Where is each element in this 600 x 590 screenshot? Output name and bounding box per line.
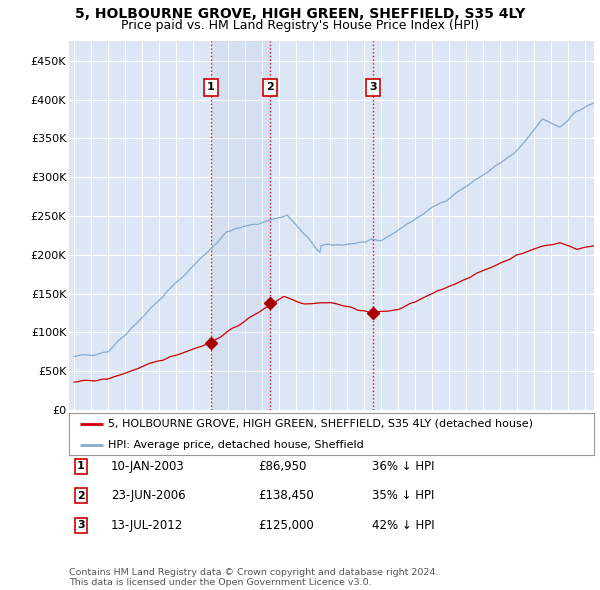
Text: HPI: Average price, detached house, Sheffield: HPI: Average price, detached house, Shef…	[109, 440, 364, 450]
Text: 42% ↓ HPI: 42% ↓ HPI	[372, 519, 434, 532]
Text: 5, HOLBOURNE GROVE, HIGH GREEN, SHEFFIELD, S35 4LY: 5, HOLBOURNE GROVE, HIGH GREEN, SHEFFIEL…	[75, 7, 525, 21]
Text: 10-JAN-2003: 10-JAN-2003	[111, 460, 185, 473]
Text: 23-JUN-2006: 23-JUN-2006	[111, 489, 185, 502]
Text: 3: 3	[77, 520, 85, 530]
Text: 1: 1	[77, 461, 85, 471]
Text: 2: 2	[266, 83, 274, 93]
Bar	[211, 41, 269, 410]
Text: 1: 1	[207, 83, 215, 93]
Text: 13-JUL-2012: 13-JUL-2012	[111, 519, 183, 532]
Text: 2: 2	[77, 491, 85, 500]
Text: 5, HOLBOURNE GROVE, HIGH GREEN, SHEFFIELD, S35 4LY (detached house): 5, HOLBOURNE GROVE, HIGH GREEN, SHEFFIEL…	[109, 419, 533, 428]
Text: Contains HM Land Registry data © Crown copyright and database right 2024.
This d: Contains HM Land Registry data © Crown c…	[69, 568, 439, 587]
Text: 3: 3	[369, 83, 377, 93]
Text: £86,950: £86,950	[258, 460, 307, 473]
Text: 36% ↓ HPI: 36% ↓ HPI	[372, 460, 434, 473]
Text: £138,450: £138,450	[258, 489, 314, 502]
Text: Price paid vs. HM Land Registry's House Price Index (HPI): Price paid vs. HM Land Registry's House …	[121, 19, 479, 32]
Text: 35% ↓ HPI: 35% ↓ HPI	[372, 489, 434, 502]
Text: £125,000: £125,000	[258, 519, 314, 532]
